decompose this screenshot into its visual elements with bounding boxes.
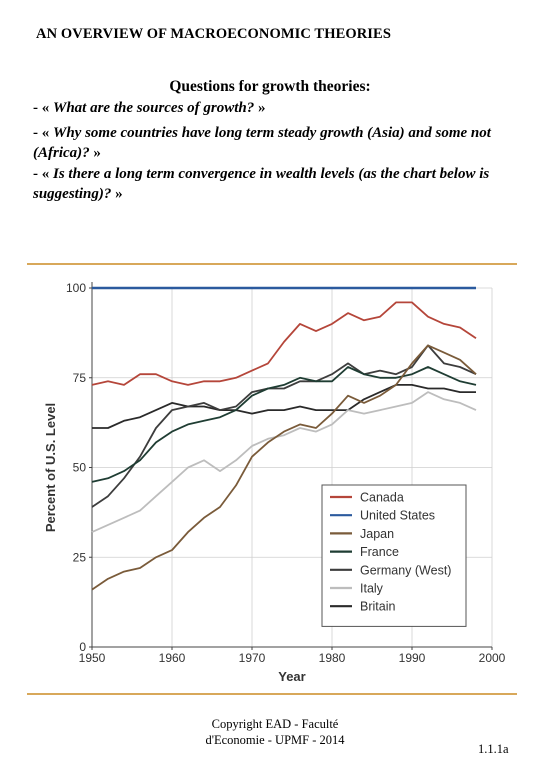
legend-label: Germany (West) [360, 563, 451, 577]
question-3: - « Is there a long term convergence in … [33, 165, 503, 204]
legend-label: United States [360, 509, 435, 523]
question-prefix: - « [33, 166, 50, 182]
footer-line-2: d'Economie - UPMF - 2014 [205, 733, 345, 747]
series-line-germany-west [91, 344, 477, 508]
page-number: 1.1.1a [478, 742, 509, 756]
question-suffix: » [93, 144, 101, 161]
questions-title: Questions for growth theories: [169, 78, 371, 95]
legend-label: France [360, 545, 399, 559]
question-1: - « What are the sources of growth? » [33, 99, 503, 119]
series-line-canada [91, 301, 477, 386]
question-prefix: - « [33, 125, 50, 141]
series-line-france [91, 366, 477, 483]
legend-label: Italy [360, 582, 384, 596]
legend-box [321, 484, 467, 627]
x-tick-label: 1970 [239, 651, 266, 665]
legend-label: Canada [360, 491, 404, 505]
chart-frame: 0 25 50 75 100 1950 1960 1970 1980 1990 2000 Year Pe… [27, 263, 517, 695]
copyright-footer: Copyright EAD - Faculté d'Economie - UPM… [190, 716, 360, 748]
footer-line-1: Copyright EAD - Faculté [211, 717, 339, 731]
x-tick-label: 1950 [79, 651, 106, 665]
series-line-italy [91, 391, 477, 533]
x-tick-label: 1990 [399, 651, 426, 665]
question-suffix: » [115, 185, 123, 202]
x-tick-label: 2000 [479, 651, 506, 665]
series-line-japan [91, 344, 477, 591]
y-axis-label: Percent of U.S. Level [43, 403, 58, 532]
question-prefix: - « [33, 100, 50, 116]
series-line-britain [92, 383, 476, 429]
y-tick-label: 25 [73, 550, 87, 564]
x-tick-label: 1960 [159, 651, 186, 665]
y-tick-label: 50 [73, 461, 87, 475]
question-text: Is there a long term convergence in weal… [33, 166, 490, 202]
x-axis-label: Year [278, 669, 305, 684]
x-tick-label: 1980 [319, 651, 346, 665]
question-2: - « Why some countries have long term st… [33, 124, 503, 163]
question-text: Why some countries have long term steady… [33, 125, 491, 161]
legend-label: Britain [360, 600, 395, 614]
question-text: What are the sources of growth? [53, 100, 255, 116]
y-tick-label: 0 [79, 640, 86, 654]
y-tick-label: 75 [73, 371, 87, 385]
y-tick-label: 100 [66, 281, 86, 295]
question-suffix: » [258, 100, 266, 116]
page-title: AN OVERVIEW OF MACROECONOMIC THEORIES [36, 26, 391, 42]
legend-label: Japan [360, 527, 394, 541]
